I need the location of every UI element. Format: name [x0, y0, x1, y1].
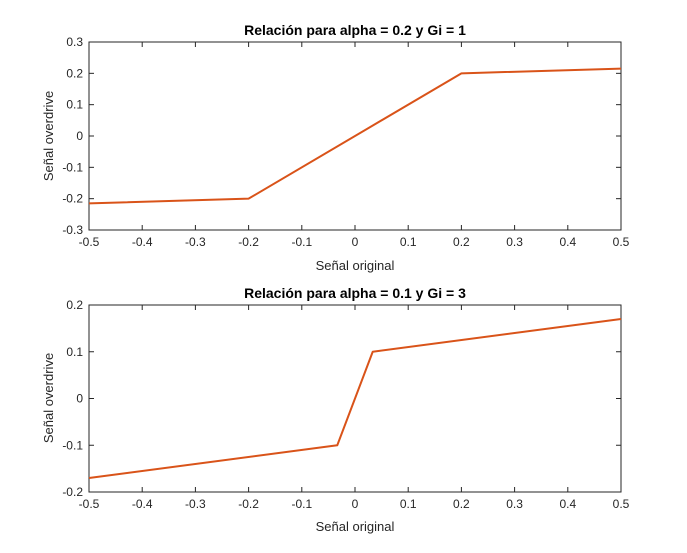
x-tick-label: -0.3 — [185, 497, 206, 511]
x-tick-label: 0 — [352, 497, 359, 511]
x-tick-label: -0.5 — [79, 235, 100, 249]
y-tick-label: -0.2 — [62, 192, 83, 206]
y-axis-label: Señal overdrive — [41, 91, 56, 181]
subplot-top: Relación para alpha = 0.2 y Gi = 1 -0.5-… — [41, 22, 630, 273]
series-group — [88, 318, 622, 479]
subplot-bottom: Relación para alpha = 0.1 y Gi = 3 -0.5-… — [41, 285, 630, 534]
x-tick-label: -0.2 — [238, 497, 259, 511]
y-tick-label: -0.2 — [62, 485, 83, 499]
x-tick-label: 0.3 — [506, 497, 523, 511]
x-tick-label: 0.1 — [400, 235, 417, 249]
series-line — [88, 67, 622, 205]
y-ticks: -0.2 -0.1 0 0.1 0.2 — [62, 298, 621, 499]
y-tick-label: 0.3 — [66, 35, 83, 49]
y-tick-label: 0.1 — [66, 98, 83, 112]
series-group — [88, 67, 622, 205]
y-tick-label: 0.2 — [66, 66, 83, 80]
x-axis-label: Señal original — [316, 258, 395, 273]
y-tick-label: -0.1 — [62, 438, 83, 452]
x-axis-label: Señal original — [316, 519, 395, 534]
x-tick-label: 0 — [352, 235, 359, 249]
x-tick-label: 0.4 — [559, 235, 576, 249]
x-tick-label: 0.5 — [613, 235, 630, 249]
x-tick-label: 0.5 — [613, 497, 630, 511]
x-tick-label: -0.5 — [79, 497, 100, 511]
y-tick-label: 0.1 — [66, 345, 83, 359]
y-tick-label: 0.2 — [66, 298, 83, 312]
y-tick-label: -0.1 — [62, 160, 83, 174]
y-tick-label: -0.3 — [62, 223, 83, 237]
y-tick-label: 0 — [76, 392, 83, 406]
x-tick-label: -0.3 — [185, 235, 206, 249]
y-axis-label: Señal overdrive — [41, 353, 56, 443]
y-tick-label: 0 — [76, 129, 83, 143]
x-tick-label: 0.2 — [453, 235, 470, 249]
x-tick-label: 0.2 — [453, 497, 470, 511]
x-tick-label: 0.1 — [400, 497, 417, 511]
x-ticks: -0.5 -0.4 -0.3 -0.2 -0.1 0 0.1 0.2 0.3 0.4 0.5 — [79, 305, 630, 511]
x-tick-label: -0.1 — [291, 235, 312, 249]
x-ticks: -0.5 -0.4 -0.3 -0.2 -0.1 0 0.1 0.2 0.3 0.4 0.5 — [79, 42, 630, 249]
x-tick-label: -0.2 — [238, 235, 259, 249]
x-tick-label: -0.1 — [291, 497, 312, 511]
chart-title: Relación para alpha = 0.2 y Gi = 1 — [244, 22, 466, 38]
y-ticks: -0.3 -0.2 -0.1 0 0.1 0.2 0.3 — [62, 35, 621, 237]
x-tick-label: -0.4 — [132, 497, 153, 511]
x-tick-label: 0.3 — [506, 235, 523, 249]
x-tick-label: -0.4 — [132, 235, 153, 249]
chart-title: Relación para alpha = 0.1 y Gi = 3 — [244, 285, 466, 301]
x-tick-label: 0.4 — [559, 497, 576, 511]
series-line — [88, 318, 622, 479]
